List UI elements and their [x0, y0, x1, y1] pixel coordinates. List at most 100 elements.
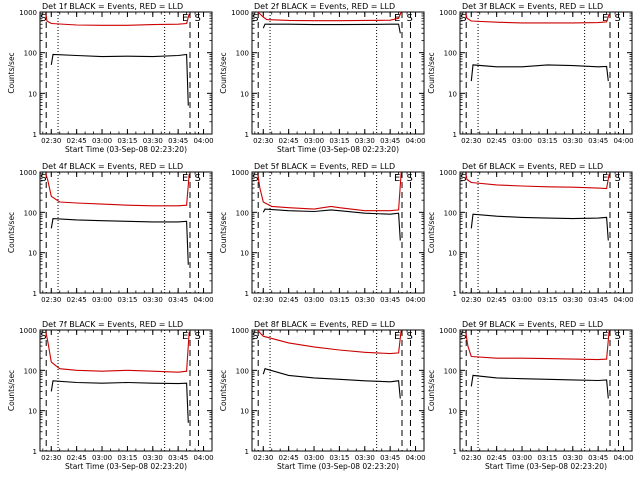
- x-tick-label: 03:00: [512, 454, 532, 462]
- x-tick-label: 03:30: [143, 137, 163, 145]
- plot-frame: [459, 329, 633, 452]
- x-tick-label: 03:00: [304, 454, 324, 462]
- x-tick-label: 04:00: [405, 296, 425, 304]
- series-line: [256, 329, 402, 355]
- x-tick-label: 04:00: [613, 296, 633, 304]
- plot-frame: [39, 171, 213, 294]
- x-tick-label: 04:00: [193, 137, 213, 145]
- chart-title: Det 4f BLACK = Events, RED = LLD: [42, 162, 183, 171]
- x-tick-label: 03:30: [355, 454, 375, 462]
- x-tick-label: 02:30: [41, 296, 61, 304]
- x-tick-label: 03:15: [329, 296, 349, 304]
- y-axis-label: Counts/sec: [219, 370, 228, 411]
- y-tick-label: 1000: [439, 169, 457, 177]
- y-tick-label: 1: [245, 448, 249, 456]
- y-axis-label: Counts/sec: [7, 212, 16, 253]
- marker-label-e: E: [602, 13, 608, 24]
- y-tick-label: 1: [453, 448, 457, 456]
- x-tick-label: 03:45: [168, 137, 188, 145]
- x-tick-label: 04:00: [405, 137, 425, 145]
- marker-label-s: S: [40, 331, 46, 342]
- x-tick-label: 03:15: [117, 137, 137, 145]
- marker-label-s: S: [194, 13, 200, 24]
- y-tick-label: 100: [24, 367, 37, 375]
- x-tick-label: 02:45: [67, 137, 87, 145]
- x-tick-label: 02:45: [487, 296, 507, 304]
- marker-label-s: S: [40, 13, 46, 24]
- y-tick-label: 1000: [19, 327, 37, 335]
- x-tick-label: 02:30: [253, 296, 273, 304]
- series-line: [50, 218, 189, 265]
- y-tick-label: 1000: [439, 9, 457, 17]
- x-tick-label: 03:30: [143, 454, 163, 462]
- x-tick-label: 04:00: [613, 137, 633, 145]
- x-tick-label: 03:30: [563, 296, 583, 304]
- plot-frame: [251, 171, 425, 294]
- chart-title: Det 1f BLACK = Events, RED = LLD: [42, 2, 183, 11]
- series-line: [256, 171, 402, 212]
- marker-label-e: E: [394, 173, 400, 184]
- x-tick-label: 03:45: [588, 137, 608, 145]
- x-tick-label: 04:00: [193, 296, 213, 304]
- y-tick-label: 10: [448, 90, 457, 98]
- chart-title: Det 5f BLACK = Events, RED = LLD: [254, 162, 395, 171]
- y-tick-label: 10: [240, 250, 249, 258]
- y-axis-label: Counts/sec: [7, 370, 16, 411]
- series-line: [50, 53, 189, 106]
- x-tick-label: 03:00: [304, 137, 324, 145]
- y-tick-label: 10: [240, 90, 249, 98]
- x-tick-label: 04:00: [613, 454, 633, 462]
- chart-title: Det 7f BLACK = Events, RED = LLD: [42, 320, 183, 329]
- chart-title: Det 2f BLACK = Events, RED = LLD: [254, 2, 395, 11]
- y-tick-label: 1: [453, 290, 457, 298]
- y-tick-label: 10: [448, 250, 457, 258]
- x-tick-label: 03:45: [588, 296, 608, 304]
- plot-frame: [459, 11, 633, 135]
- y-tick-label: 100: [24, 209, 37, 217]
- x-tick-label: 03:00: [92, 454, 112, 462]
- y-tick-label: 1000: [231, 327, 249, 335]
- plot-frame: [459, 171, 633, 294]
- x-tick-label: 03:30: [563, 454, 583, 462]
- marker-label-s: S: [194, 173, 200, 184]
- x-tick-label: 02:45: [279, 137, 299, 145]
- plot-frame: [251, 329, 425, 452]
- series-line: [262, 368, 401, 399]
- series-line: [262, 23, 401, 34]
- series-line: [464, 329, 610, 361]
- marker-label-e: E: [182, 331, 188, 342]
- x-tick-label: 03:45: [168, 454, 188, 462]
- marker-label-s: S: [460, 331, 466, 342]
- series-line: [464, 11, 610, 24]
- x-axis-label: Start Time (03-Sep-08 02:23:20): [277, 145, 399, 154]
- x-tick-label: 03:00: [92, 137, 112, 145]
- y-tick-label: 1: [33, 131, 37, 139]
- chart-title: Det 3f BLACK = Events, RED = LLD: [462, 2, 603, 11]
- y-tick-label: 100: [24, 50, 37, 58]
- marker-label-s: S: [460, 173, 466, 184]
- y-tick-label: 10: [240, 408, 249, 416]
- marker-label-e: E: [182, 13, 188, 24]
- x-tick-label: 02:30: [41, 137, 61, 145]
- x-tick-label: 03:45: [380, 296, 400, 304]
- marker-label-s: S: [614, 173, 620, 184]
- x-tick-label: 03:00: [92, 296, 112, 304]
- y-tick-label: 10: [448, 408, 457, 416]
- y-tick-label: 1000: [231, 9, 249, 17]
- marker-label-s: S: [40, 173, 46, 184]
- x-tick-label: 02:45: [67, 296, 87, 304]
- marker-label-e: E: [602, 173, 608, 184]
- x-tick-label: 02:45: [279, 296, 299, 304]
- x-tick-label: 03:30: [355, 296, 375, 304]
- marker-label-s: S: [252, 331, 258, 342]
- x-tick-label: 03:15: [117, 454, 137, 462]
- x-tick-label: 03:30: [143, 296, 163, 304]
- marker-label-s: S: [406, 13, 412, 24]
- x-tick-label: 02:45: [279, 454, 299, 462]
- x-tick-label: 03:30: [563, 137, 583, 145]
- chart-panel: Det 9f BLACK = Events, RED = LLD 1 10 100 10…: [427, 320, 634, 471]
- marker-label-s: S: [406, 173, 412, 184]
- marker-label-e: E: [182, 173, 188, 184]
- y-tick-label: 100: [444, 209, 457, 217]
- marker-label-s: S: [252, 173, 258, 184]
